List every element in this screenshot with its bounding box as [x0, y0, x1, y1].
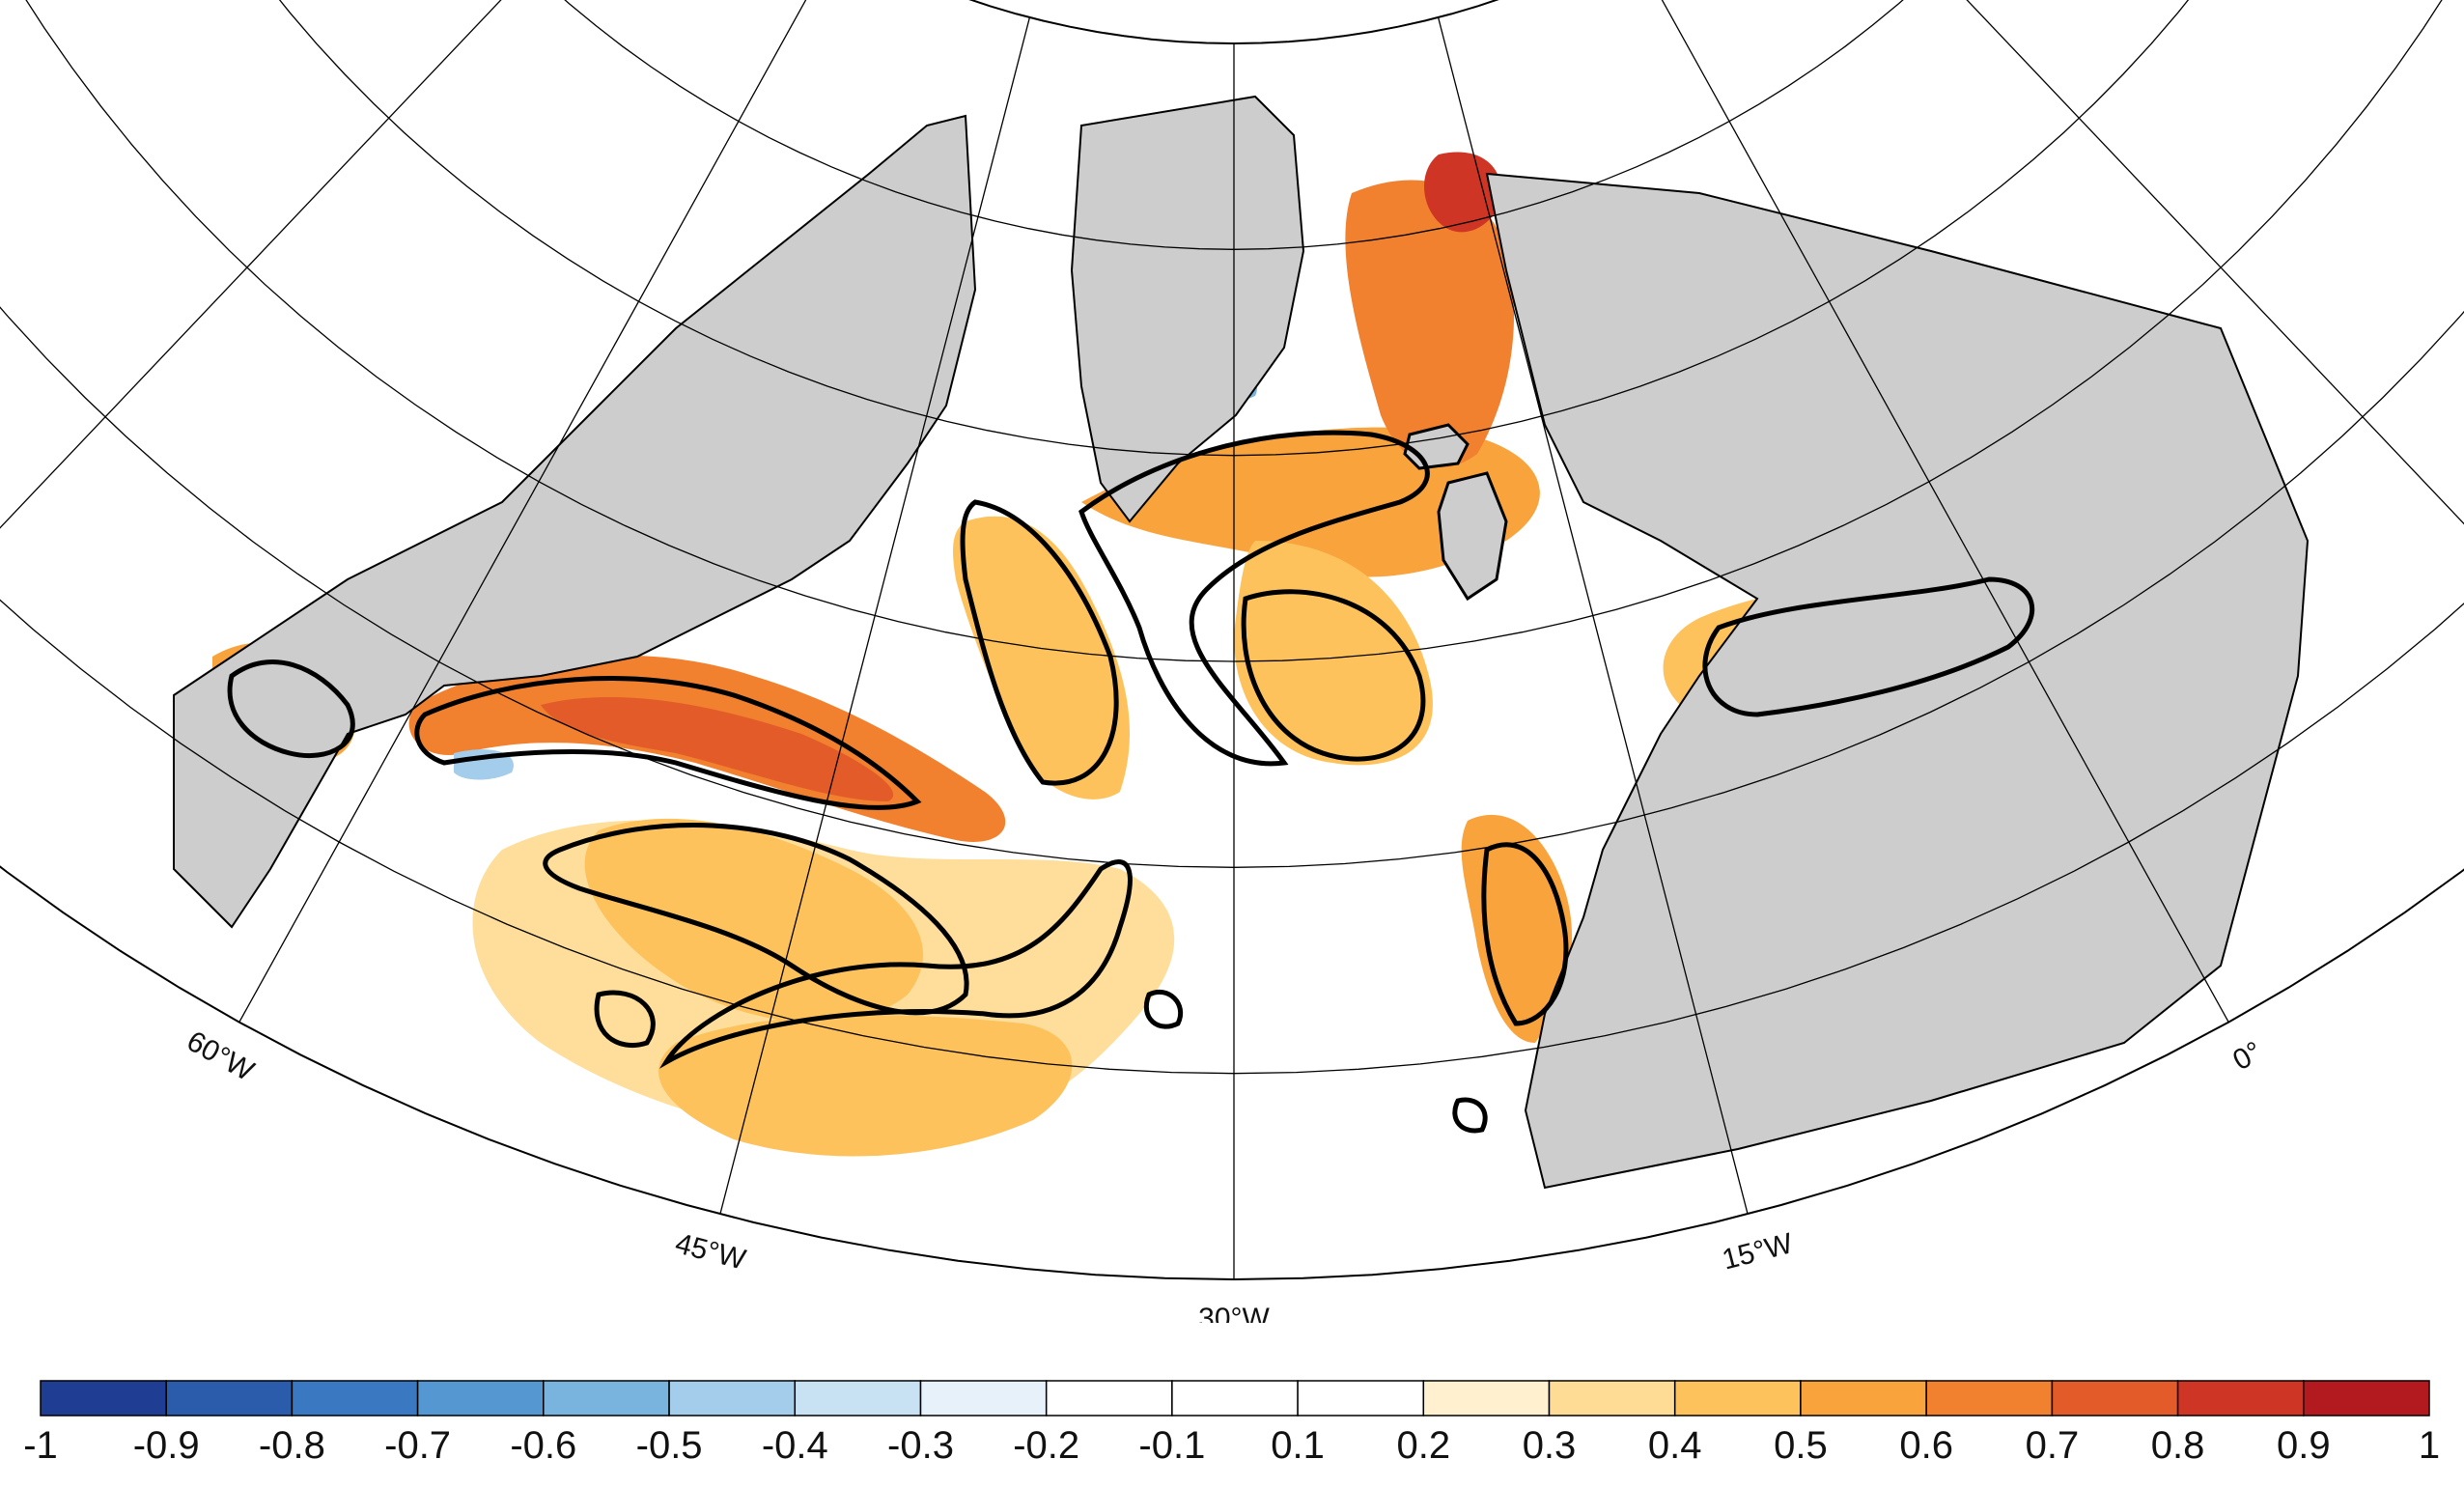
colorbar-tick-label: 0.1 — [1271, 1424, 1325, 1467]
colorbar-box-12 — [1548, 1380, 1676, 1417]
contour-layer — [227, 430, 2035, 1134]
colorbar: -1 -0.9 -0.8 -0.7 -0.6 -0.5 -0.4 -0.3 -0.2 -0.1 0.… — [23, 1380, 2440, 1467]
correlation-map: 20°N20°N30°N30°N40°N40°N50°N50°N60°N60°N… — [0, 0, 2464, 1323]
colorbar-tick-label: -0.2 — [1013, 1424, 1079, 1467]
contour-africa — [1481, 842, 1569, 1026]
colorbar-tick-label: -0.7 — [384, 1424, 451, 1467]
contour-gulfstream — [414, 676, 922, 810]
colorbar-box-0 — [40, 1380, 167, 1417]
land-layer — [173, 95, 2310, 1190]
colorbar-tick-label: 1 — [2419, 1424, 2440, 1467]
contour-mediterranean — [1702, 576, 2035, 717]
land-europe-africa — [1485, 172, 2310, 1190]
land-north-america — [173, 114, 977, 929]
contour-labrador — [960, 499, 1119, 786]
colorbar-tick-label: 0.6 — [1899, 1424, 1953, 1467]
contour-ring-3 — [1452, 1097, 1488, 1134]
colorbar-box-10 — [1297, 1380, 1425, 1417]
meridian-label-45W: 45°W — [672, 1227, 749, 1277]
colorbar-box-14 — [1800, 1380, 1927, 1417]
map-frame — [0, 0, 2464, 1281]
colorbar-box-17 — [2176, 1380, 2305, 1417]
meridian-label-60W: 60°W — [182, 1025, 260, 1088]
colorbar-tick-label: -0.8 — [259, 1424, 325, 1467]
contour-south — [658, 859, 1133, 1069]
colorbar-box-3 — [416, 1380, 545, 1417]
meridian-label-0: 0° — [2227, 1036, 2267, 1078]
colorbar-box-5 — [668, 1380, 797, 1417]
colorbar-box-8 — [1045, 1380, 1173, 1417]
meridian-label-15W: 15°W — [1719, 1227, 1796, 1277]
contour-subpolar — [1078, 430, 1430, 767]
colorbar-box-7 — [919, 1380, 1048, 1417]
colorbar-tick-label: 0.4 — [1648, 1424, 1702, 1467]
colorbar-tick-label: 0.3 — [1523, 1424, 1577, 1467]
meridian-0 — [1629, 0, 2229, 1023]
colorbar-tick-label: -0.6 — [510, 1424, 576, 1467]
colorbar-tick-label: 0.2 — [1396, 1424, 1450, 1467]
contour-ring-2 — [1143, 989, 1184, 1029]
meridian-60W — [238, 0, 839, 1023]
shade-east-atlantic — [1234, 541, 1433, 766]
colorbar-box-2 — [291, 1380, 419, 1417]
meridian-label-30W: 30°W — [1198, 1303, 1270, 1323]
shade-norwegian-sea — [1345, 180, 1515, 468]
shade-gulfstream-core — [541, 696, 894, 801]
colorbar-box-18 — [2303, 1380, 2430, 1417]
meridian-15W — [1437, 16, 1749, 1215]
colorbar-tick-label: -0.9 — [133, 1424, 200, 1467]
colorbar-box-13 — [1673, 1380, 1802, 1417]
colorbar-tick-label: 0.5 — [1774, 1424, 1828, 1467]
contour-caribbean — [227, 659, 355, 759]
land-greenland — [1070, 95, 1305, 523]
colorbar-box-9 — [1171, 1380, 1299, 1417]
colorbar-tick-label: -0.1 — [1138, 1424, 1205, 1467]
meridian-15E — [1795, 0, 2464, 716]
contour-east — [1241, 589, 1426, 762]
colorbar-tick-label: 0.8 — [2151, 1424, 2205, 1467]
colorbar-tick-label: 0.9 — [2277, 1424, 2331, 1467]
colorbar-boxes — [40, 1380, 2430, 1417]
colorbar-box-6 — [794, 1380, 922, 1417]
shade-labrador — [953, 516, 1130, 800]
contour-ring-1 — [594, 990, 656, 1049]
colorbar-tick-label: -1 — [23, 1424, 58, 1467]
meridian-75W — [0, 0, 673, 716]
colorbar-tick-labels: -1 -0.9 -0.8 -0.7 -0.6 -0.5 -0.4 -0.3 -0.2 -0.1 0.… — [23, 1424, 2440, 1467]
map-fill-layer — [0, 0, 2464, 1279]
colorbar-tick-label: -0.3 — [887, 1424, 954, 1467]
colorbar-tick-label: -0.5 — [636, 1424, 703, 1467]
colorbar-tick-label: 0.7 — [2026, 1424, 2080, 1467]
colorbar-box-16 — [2051, 1380, 2179, 1417]
meridian-45W — [719, 16, 1031, 1215]
shade-barents-hot — [1424, 152, 1502, 233]
land-british-isles — [1437, 471, 1508, 602]
colorbar-box-1 — [165, 1380, 294, 1417]
colorbar-box-4 — [543, 1380, 670, 1417]
colorbar-tick-label: -0.4 — [762, 1424, 828, 1467]
colorbar-box-11 — [1422, 1380, 1551, 1417]
colorbar-box-15 — [1925, 1380, 2054, 1417]
